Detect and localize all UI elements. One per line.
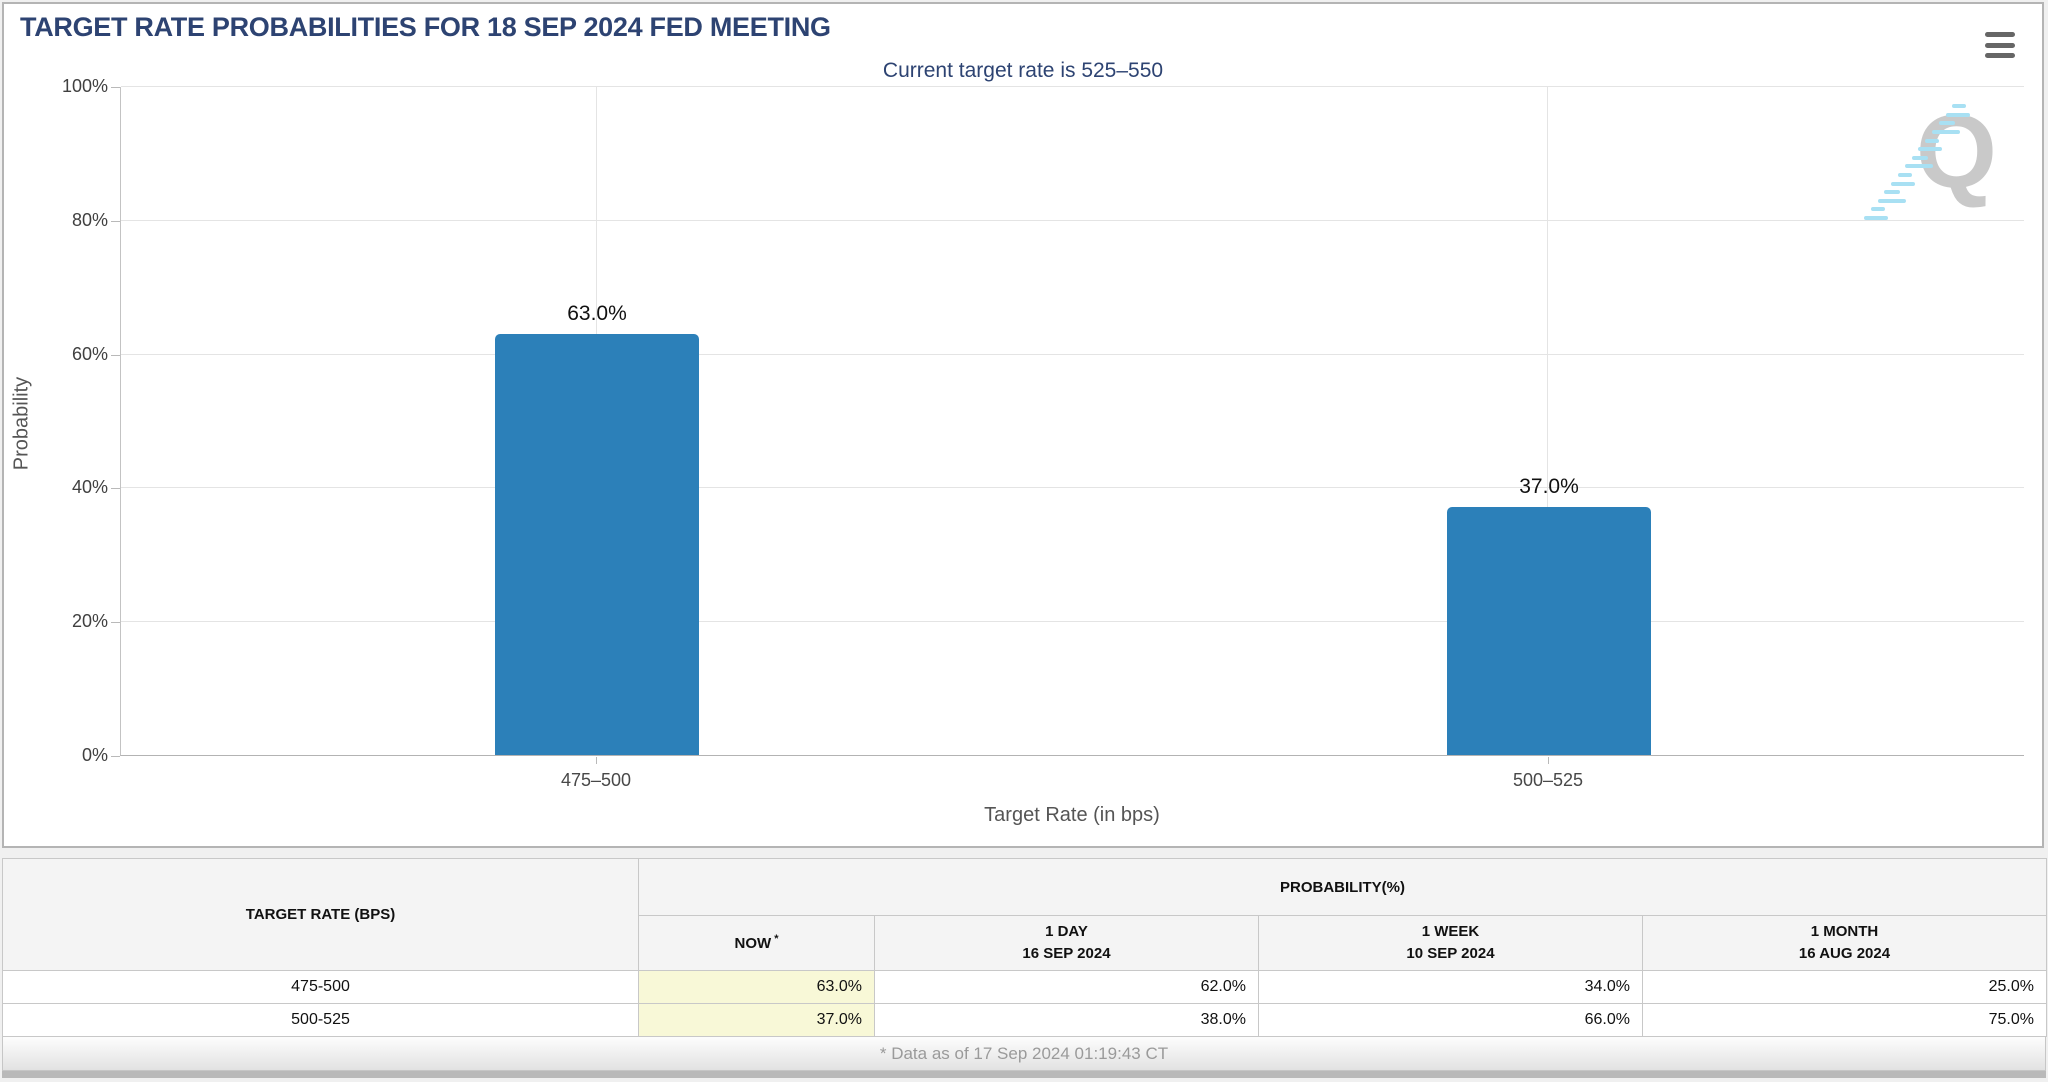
hamburger-icon <box>1985 53 2015 58</box>
col-header-target-rate: TARGET RATE (BPS) <box>2 858 639 971</box>
x-axis-title: Target Rate (in bps) <box>984 804 1160 826</box>
bar-value-label: 63.0% <box>567 301 627 325</box>
gridline-horizontal <box>121 219 2024 221</box>
gridline-horizontal <box>121 621 2024 623</box>
table-row: 475-500 63.0% 62.0% 34.0% 25.0% <box>2 970 2047 1004</box>
x-axis-tick-label: 500–525 <box>1512 770 1584 790</box>
now-probability-cell: 63.0% <box>638 970 875 1004</box>
col-date: 10 SEP 2024 <box>1406 945 1495 962</box>
col-header-1-week: 1 WEEK 10 SEP 2024 <box>1258 915 1643 971</box>
y-axis-tick-label: 60% <box>71 343 108 364</box>
col-date: 16 SEP 2024 <box>1022 945 1111 962</box>
y-axis-tick-mark <box>111 488 120 490</box>
now-label: NOW <box>734 934 772 952</box>
table-row: 500-525 37.0% 38.0% 66.0% 75.0% <box>2 1003 2047 1037</box>
now-asterisk: * <box>774 932 779 945</box>
target-rate-cell: 475-500 <box>2 970 639 1004</box>
y-axis-tick-mark <box>111 756 120 757</box>
now-probability-cell: 37.0% <box>638 1003 875 1037</box>
probability-table: TARGET RATE (BPS) PROBABILITY(%) NOW * 1… <box>2 858 2047 1037</box>
col-date: 16 AUG 2024 <box>1798 945 1891 962</box>
bar-value-label: 37.0% <box>1519 475 1579 499</box>
chart-context-menu-button[interactable] <box>1984 30 2018 60</box>
one-month-probability-cell: 75.0% <box>1642 1003 2047 1037</box>
x-axis-tick-label: 475–500 <box>560 770 632 790</box>
chart-title: TARGET RATE PROBABILITIES FOR 18 SEP 202… <box>20 12 831 42</box>
y-axis-tick-label: 20% <box>71 611 108 632</box>
data-as-of-note: * Data as of 17 Sep 2024 01:19:43 CT <box>2 1037 2046 1071</box>
col-label: 1 MONTH <box>1810 922 1879 940</box>
hamburger-icon <box>1985 32 2015 37</box>
y-axis-tick-mark <box>111 354 120 356</box>
probability-bar[interactable] <box>495 333 699 755</box>
one-day-probability-cell: 62.0% <box>874 970 1259 1004</box>
one-day-probability-cell: 38.0% <box>874 1003 1259 1037</box>
one-week-probability-cell: 34.0% <box>1258 970 1643 1004</box>
gridline-horizontal <box>121 86 2024 87</box>
col-group-header-probability: PROBABILITY(%) <box>638 858 2047 916</box>
probability-bar[interactable] <box>1447 507 1651 755</box>
col-label: 1 WEEK <box>1421 922 1480 940</box>
x-axis-tick-mark <box>1548 757 1549 764</box>
col-header-1-day: 1 DAY 16 SEP 2024 <box>874 915 1259 971</box>
chart-panel: TARGET RATE PROBABILITIES FOR 18 SEP 202… <box>2 2 2044 848</box>
target-rate-cell: 500-525 <box>2 1003 639 1037</box>
one-week-probability-cell: 66.0% <box>1258 1003 1643 1037</box>
plot-area: 63.0% 37.0% <box>120 86 2024 756</box>
chart-subtitle: Current target rate is 525–550 <box>882 59 1164 82</box>
col-label: 1 DAY <box>1045 922 1088 940</box>
x-axis-tick-mark <box>596 757 597 764</box>
y-axis-tick-mark <box>111 622 120 624</box>
y-axis-tick-label: 100% <box>61 76 108 96</box>
col-header-1-month: 1 MONTH 16 AUG 2024 <box>1642 915 2047 971</box>
y-axis-tick-mark <box>111 220 120 222</box>
hamburger-icon <box>1985 42 2015 48</box>
y-axis-tick-mark <box>111 87 120 88</box>
y-axis-tick-label: 0% <box>81 745 108 765</box>
y-axis-tick-label: 80% <box>71 209 108 230</box>
one-month-probability-cell: 25.0% <box>1642 970 2047 1004</box>
bottom-divider <box>2 1071 2046 1078</box>
gridline-horizontal <box>121 353 2024 355</box>
y-axis-tick-label: 40% <box>71 477 108 498</box>
col-header-now: NOW * <box>638 915 875 971</box>
gridline-vertical <box>1547 87 1549 755</box>
gridline-horizontal <box>121 487 2024 489</box>
